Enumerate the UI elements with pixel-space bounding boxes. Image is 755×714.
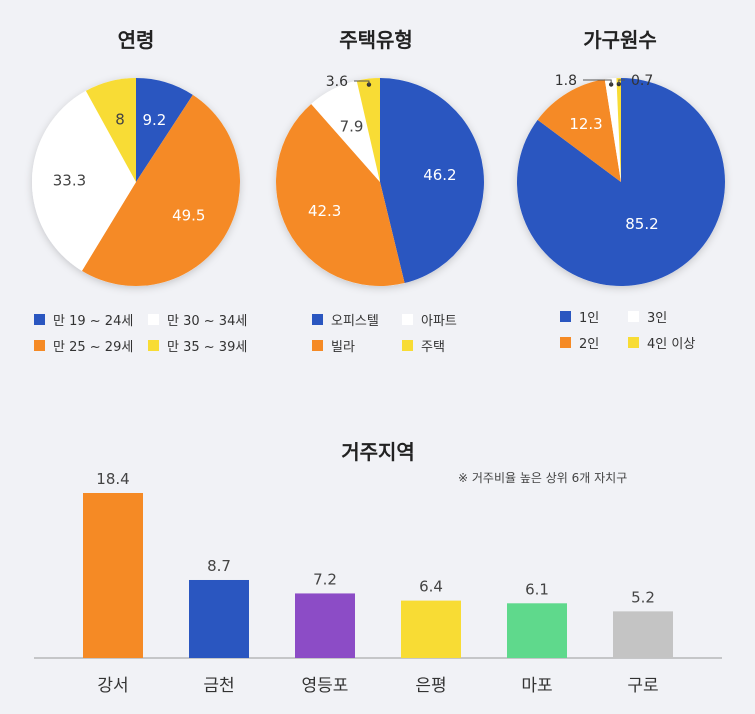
bar-data-label: 6.1 [525, 580, 549, 598]
legend-item: 빌라 [312, 336, 355, 355]
pie-data-label: 33.3 [53, 172, 86, 190]
bar [507, 603, 567, 658]
pie-slice [85, 78, 136, 182]
legend-item: 만 25 ~ 29세 [34, 336, 133, 355]
bar-chart-region: 18.4 강서 8.7 금천 7.2 영등포 6.4 은평 6.1 마포 5.2 구로 [34, 470, 722, 696]
legend-item: 4인 이상 [628, 333, 695, 352]
legend-item: 만 30 ~ 34세 [148, 310, 247, 329]
legend-label: 만 30 ~ 34세 [167, 314, 248, 329]
bar [401, 600, 461, 658]
bar-category-label: 금천 [203, 676, 234, 696]
pie-slice [616, 78, 621, 182]
bar [613, 611, 673, 658]
pie-slice [81, 94, 241, 286]
bar-category-label: 강서 [97, 676, 128, 696]
pie-data-label: 7.9 [340, 117, 364, 135]
bar [189, 579, 249, 658]
pie-data-label: 0.7 [631, 73, 653, 89]
legend-item: 주택 [402, 336, 445, 355]
bar-data-label: 5.2 [631, 588, 655, 606]
chart-title-housing: 주택유형 [339, 28, 413, 52]
callout-line [583, 79, 612, 85]
pie-data-label: 85.2 [625, 215, 658, 233]
bar-category-label: 은평 [415, 676, 446, 696]
legend-label: 주택 [421, 340, 445, 355]
bar [295, 593, 355, 658]
pie-data-label: 49.5 [172, 206, 205, 224]
legend-label: 만 25 ~ 29세 [53, 340, 134, 355]
bar [83, 493, 143, 658]
pie-slice [32, 90, 136, 271]
callout-line [354, 80, 370, 85]
bar-data-label: 8.7 [207, 557, 231, 575]
pie-slice [604, 78, 621, 182]
callout-line [618, 79, 625, 85]
pie-data-label: 3.6 [326, 74, 348, 90]
pie-data-label: 12.3 [569, 115, 602, 133]
legend-item: 만 35 ~ 39세 [148, 336, 247, 355]
legend-item: 2인 [560, 333, 599, 352]
chart-title-household: 가구원수 [583, 28, 657, 52]
pie-chart-housing: 46.2 42.3 7.9 3.6 [275, 74, 485, 286]
legend-label: 만 19 ~ 24세 [53, 314, 134, 329]
legend-item: 1인 [560, 307, 599, 326]
pie-slice [311, 80, 380, 182]
pie-slice [136, 78, 193, 182]
pie-slice [380, 78, 485, 284]
legend-item: 오피스텔 [312, 310, 379, 329]
pie-data-label: 46.2 [423, 166, 456, 184]
pie-slice [275, 103, 405, 286]
legend-label: 오피스텔 [331, 314, 379, 329]
legend-label: 4인 이상 [647, 337, 696, 352]
chart-title-age: 연령 [117, 28, 155, 52]
bar-data-label: 6.4 [419, 578, 443, 596]
pie-slice [537, 79, 621, 182]
bar-category-label: 마포 [521, 676, 552, 696]
legend-label: 만 35 ~ 39세 [167, 340, 248, 355]
pie-slice [356, 78, 380, 182]
bar-chart-note: ※ 거주비율 높은 상위 6개 자치구 [458, 471, 628, 485]
chart-title-region: 거주지역 [341, 440, 415, 464]
pie-data-label: 9.2 [142, 111, 166, 129]
pie-data-label: 42.3 [308, 202, 341, 220]
pie-data-label: 8 [115, 111, 125, 129]
legend-label: 2인 [579, 337, 600, 352]
legend-label: 3인 [647, 311, 668, 326]
legend-item: 아파트 [402, 310, 457, 329]
pie-data-label: 1.8 [555, 73, 577, 89]
pie-chart-household: 85.2 12.3 1.8 0.7 [517, 73, 725, 286]
pie-chart-age: 9.2 49.5 33.3 8 [32, 78, 241, 286]
bar-category-label: 구로 [627, 676, 658, 696]
bar-data-label: 18.4 [96, 470, 129, 488]
legend-item: 3인 [628, 307, 667, 326]
legend-label: 1인 [579, 311, 600, 326]
bar-category-label: 영등포 [302, 676, 349, 696]
legend-label: 빌라 [331, 340, 355, 355]
bar-data-label: 7.2 [313, 570, 337, 588]
legend-label: 아파트 [421, 314, 457, 329]
legend-item: 만 19 ~ 24세 [34, 310, 133, 329]
